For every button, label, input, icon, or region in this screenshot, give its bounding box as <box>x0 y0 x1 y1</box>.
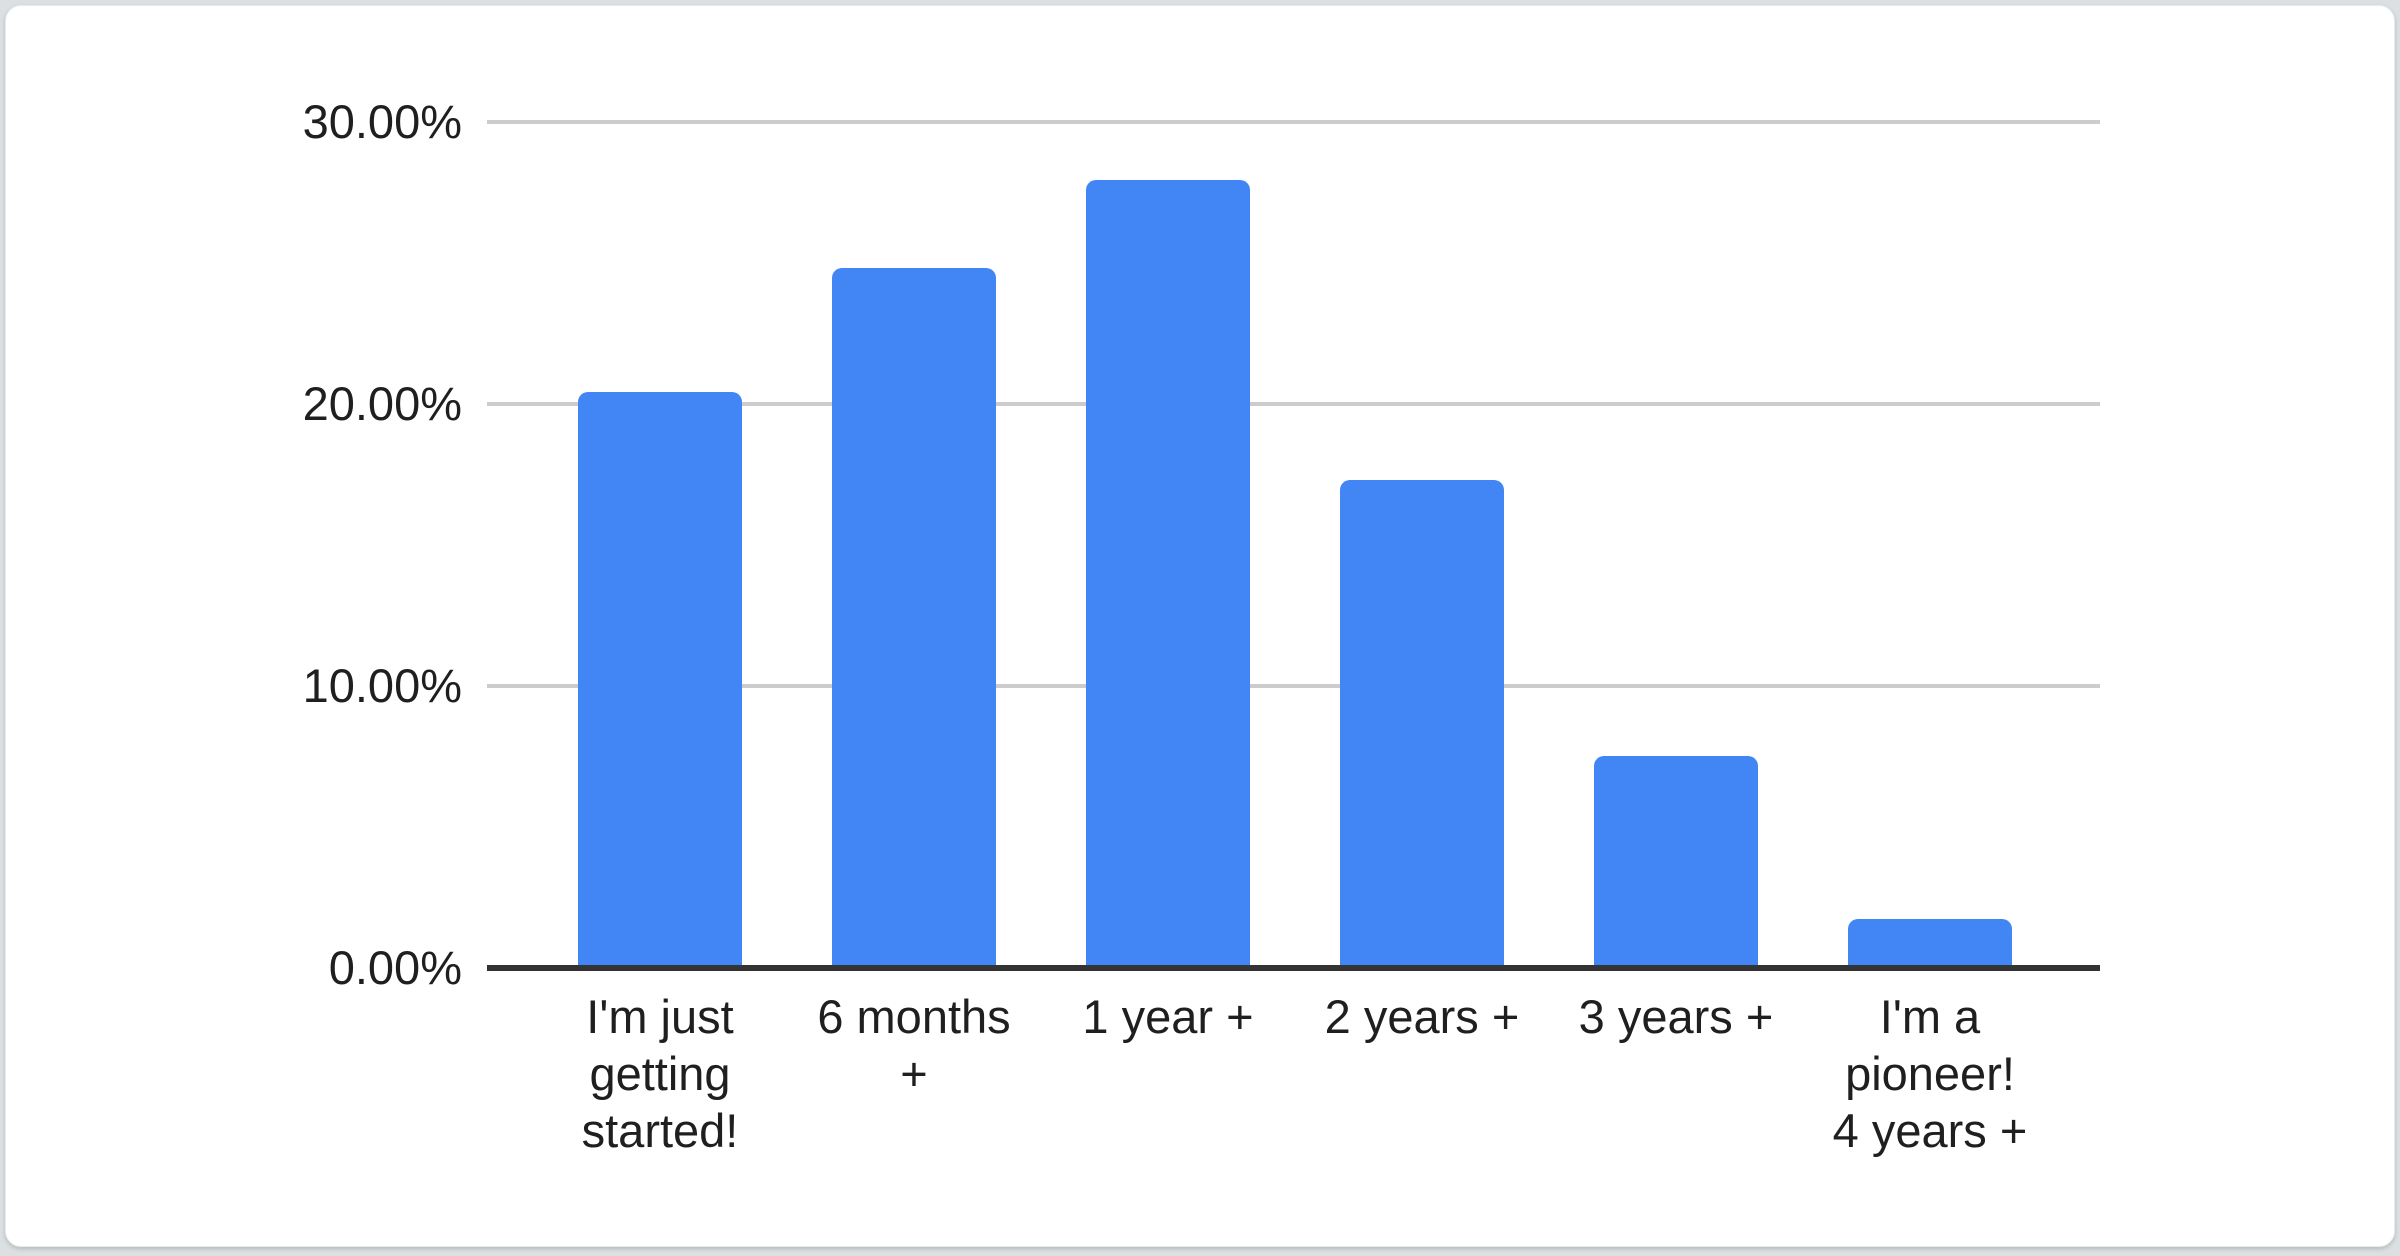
gridline-10 <box>487 684 2100 688</box>
gridline-20 <box>487 402 2100 406</box>
x-axis-category-label: I'm a pioneer! 4 years + <box>1770 988 2090 1159</box>
x-axis-category-label: I'm just getting started! <box>500 988 820 1159</box>
x-axis-category-label-line: I'm just <box>586 990 734 1043</box>
bar-category-5[interactable] <box>1848 919 2012 968</box>
bar-category-0[interactable] <box>578 392 742 968</box>
x-axis-category-label-line: started! <box>581 1104 739 1157</box>
y-axis-label: 10.00% <box>302 659 462 712</box>
bar-category-2[interactable] <box>1086 180 1250 968</box>
x-axis-category-label: 1 year + <box>1008 988 1328 1045</box>
x-axis-category-label: 6 months + <box>754 988 1074 1102</box>
x-axis-category-label: 2 years + <box>1262 988 1582 1045</box>
x-axis-category-label: 3 years + <box>1516 988 1836 1045</box>
x-axis-category-label-line: 2 years + <box>1324 990 1520 1043</box>
x-axis-category-label-line: 3 years + <box>1578 990 1774 1043</box>
gridline-30 <box>487 120 2100 124</box>
y-axis-label: 30.00% <box>302 95 462 148</box>
x-axis-category-label-line: getting <box>589 1047 731 1100</box>
x-axis-category-label-line: I'm a <box>1879 990 1981 1043</box>
bar-category-1[interactable] <box>832 268 996 968</box>
y-axis-label: 20.00% <box>302 377 462 430</box>
x-axis-category-label-line: pioneer! <box>1845 1047 2015 1100</box>
x-axis-category-label-line: + <box>900 1047 928 1100</box>
x-axis-category-label-line: 6 months <box>817 990 1011 1043</box>
x-axis-category-label-line: 4 years + <box>1832 1104 2028 1157</box>
bar-category-3[interactable] <box>1340 480 1504 968</box>
y-axis-label: 0.00% <box>328 941 462 994</box>
x-axis-category-label-line: 1 year + <box>1082 990 1254 1043</box>
x-axis-line <box>487 965 2100 971</box>
bar-category-4[interactable] <box>1594 756 1758 968</box>
